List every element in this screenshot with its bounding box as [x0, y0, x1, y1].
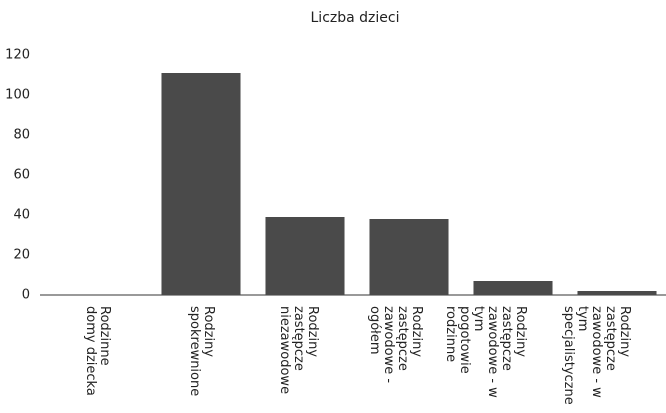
y-tick-label: 60 — [13, 168, 30, 183]
y-tick-label: 0 — [22, 288, 30, 303]
x-tick-label: Rodziny zastępcze zawodowe - w tym specj… — [562, 306, 633, 405]
x-tick-label: Rodziny zastępcze zawodowe - w tym pogot… — [444, 306, 529, 402]
x-tick-label: Rodziny zastępcze zawodowe - ogółem — [368, 306, 425, 387]
bar — [265, 217, 345, 295]
bar — [473, 281, 553, 295]
y-tick-label: 100 — [5, 88, 30, 103]
chart-title: Liczba dzieci — [311, 10, 400, 26]
y-tick-label: 20 — [13, 248, 30, 263]
y-tick-label: 120 — [5, 48, 30, 63]
bar — [369, 219, 449, 295]
x-tick-label: Rodzinne domy dziecka — [84, 306, 113, 396]
bar — [161, 73, 241, 295]
bar — [577, 291, 657, 295]
y-tick-label: 40 — [13, 208, 30, 223]
y-tick-label: 80 — [13, 128, 30, 143]
x-tick-label: Rodziny zastępcze niezawodowe — [278, 306, 321, 394]
x-tick-label: Rodziny spokrewnione — [188, 306, 217, 396]
